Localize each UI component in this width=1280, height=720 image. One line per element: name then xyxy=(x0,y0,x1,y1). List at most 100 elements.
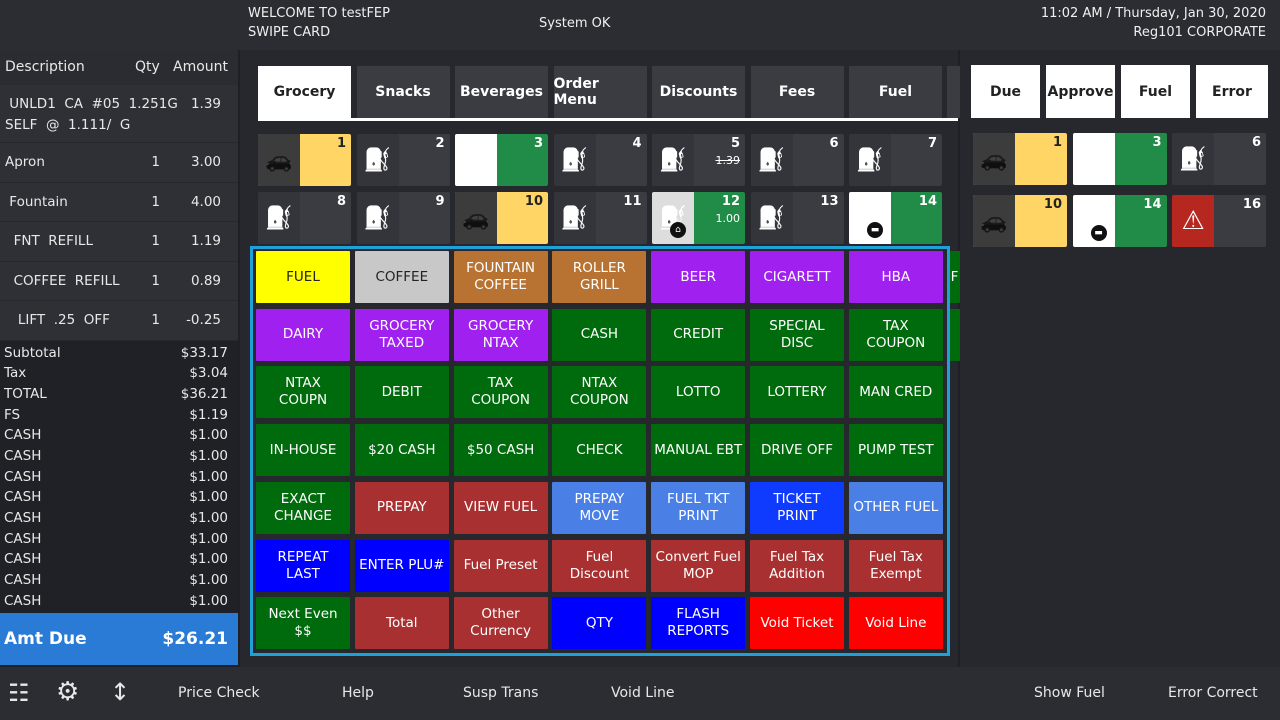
sort-arrows-icon[interactable]: ↕ xyxy=(110,678,131,706)
grid-button-in-house[interactable]: IN-HOUSE xyxy=(256,424,350,477)
grid-button-repeat-last[interactable]: REPEAT LAST xyxy=(256,539,350,592)
grid-button-ticket-print[interactable]: TICKET PRINT xyxy=(750,481,844,534)
pump-11[interactable]: ⛽ 11 xyxy=(553,192,647,244)
bottom-bar: ☷ ⚙ ↕ Price Check Help Susp Trans Void L… xyxy=(0,667,1280,720)
tab-fees[interactable]: Fees xyxy=(750,66,844,118)
receipt-line-item[interactable]: COFFEE REFILL 1 0.89 xyxy=(0,261,238,301)
pump-16[interactable]: ⚠ 16 xyxy=(1172,195,1266,247)
susp-trans-button[interactable]: Susp Trans xyxy=(463,685,539,701)
pump-2[interactable]: ⛽ 2 xyxy=(356,134,450,186)
grid-button-prepay[interactable]: PREPAY xyxy=(354,481,449,534)
pump-4[interactable]: ⛽ 4 xyxy=(553,134,647,186)
receipt-line-item[interactable]: Apron 1 3.00 xyxy=(0,143,238,183)
grid-button-drive-off[interactable]: DRIVE OFF xyxy=(750,424,844,477)
grid-button-void-line[interactable]: Void Line xyxy=(848,597,943,650)
grid-button-convert-fuel-mop[interactable]: Convert Fuel MOP xyxy=(651,539,746,592)
settings-gear-icon[interactable]: ⚙ xyxy=(56,677,80,707)
grid-button-$50-cash[interactable]: $50 CASH xyxy=(453,424,548,477)
grid-button-pump-test[interactable]: PUMP TEST xyxy=(848,424,943,477)
grid-button-flash-reports[interactable]: FLASH REPORTS xyxy=(651,597,746,650)
grid-button-fuel[interactable]: FUEL xyxy=(256,251,350,303)
grid-button-fountain-coffee[interactable]: FOUNTAIN COFFEE xyxy=(453,251,548,303)
grid-button-tax-coupon[interactable]: TAX COUPON xyxy=(848,308,943,361)
tab-discounts[interactable]: Discounts xyxy=(652,66,745,118)
right-tab-due[interactable]: Due xyxy=(971,65,1040,118)
grid-button-roller-grill[interactable]: ROLLER GRILL xyxy=(552,251,647,303)
grid-button-tax-coupon[interactable]: TAX COUPON xyxy=(453,366,548,419)
pump-1[interactable]: 🚗 1 xyxy=(258,134,351,186)
grid-button-$20-cash[interactable]: $20 CASH xyxy=(354,424,449,477)
receipt-line-item[interactable]: Fountain 1 4.00 xyxy=(0,182,238,222)
pump-14[interactable]: 💧 ▬ 14 xyxy=(849,192,942,244)
pump-7[interactable]: ⛽ 7 xyxy=(849,134,942,186)
grid-button-enter-plu#[interactable]: ENTER PLU# xyxy=(354,539,449,592)
price-check-button[interactable]: Price Check xyxy=(178,685,260,701)
grid-button-grocery-ntax[interactable]: GROCERY NTAX xyxy=(453,308,548,361)
grid-button-grocery-taxed[interactable]: GROCERY TAXED xyxy=(354,308,449,361)
grid-button-credit[interactable]: CREDIT xyxy=(651,308,746,361)
grid-button-total[interactable]: Total xyxy=(354,597,449,650)
tab-grocery[interactable]: Grocery xyxy=(258,66,351,118)
grid-button-cigarett[interactable]: CIGARETT xyxy=(750,251,844,303)
grid-button-qty[interactable]: QTY xyxy=(552,597,647,650)
right-tab-approve[interactable]: Approve xyxy=(1046,65,1115,118)
right-tab-error[interactable]: Error xyxy=(1196,65,1268,118)
grid-button-special-disc[interactable]: SPECIAL DISC xyxy=(750,308,844,361)
grid-button-lottery[interactable]: LOTTERY xyxy=(750,366,844,419)
grid-button-fuel-discount[interactable]: Fuel Discount xyxy=(552,539,647,592)
pump-13[interactable]: ⛽ 13 xyxy=(750,192,844,244)
pump-3[interactable]: 💧 3 xyxy=(1072,133,1167,185)
pump-1[interactable]: 🚗 1 xyxy=(973,133,1067,185)
right-tab-fuel[interactable]: Fuel xyxy=(1121,65,1190,118)
grid-button-f[interactable]: F xyxy=(947,251,960,303)
receipt-line-item[interactable]: LIFT .25 OFF 1 -0.25 xyxy=(0,301,238,341)
grid-button-fuel-preset[interactable]: Fuel Preset xyxy=(453,539,548,592)
tab-order-menu[interactable]: Order Menu xyxy=(553,66,647,118)
pump-10[interactable]: 🚗 10 xyxy=(455,192,548,244)
pump-8[interactable]: ⛽ 8 xyxy=(258,192,351,244)
grid-button-ntax-coupon[interactable]: NTAX COUPON xyxy=(552,366,647,419)
tab-snacks[interactable]: Snacks xyxy=(356,66,450,118)
show-fuel-button[interactable]: Show Fuel xyxy=(1034,685,1105,701)
fuel-pump-icon: ⛽ xyxy=(1172,133,1214,185)
tab-fuel[interactable]: Fuel xyxy=(849,66,942,118)
grid-button-lotto[interactable]: LOTTO xyxy=(651,366,746,419)
grid-button-exact-change[interactable]: EXACT CHANGE xyxy=(256,481,350,534)
grid-button-cash[interactable]: CASH xyxy=(552,308,647,361)
void-line-button[interactable]: Void Line xyxy=(611,685,675,701)
tab-beverages[interactable]: Beverages xyxy=(455,66,548,118)
grid-button-ntax-coupn[interactable]: NTAX COUPN xyxy=(256,366,350,419)
grid-menu-icon[interactable]: ☷ xyxy=(8,679,30,707)
receipt-line-item[interactable]: FNT REFILL 1 1.19 xyxy=(0,222,238,262)
grid-button-dairy[interactable]: DAIRY xyxy=(256,308,350,361)
grid-button-fuel-tax-addition[interactable]: Fuel Tax Addition xyxy=(750,539,844,592)
pump-6[interactable]: ⛽ 6 xyxy=(750,134,844,186)
grid-button-fuel-tax-exempt[interactable]: Fuel Tax Exempt xyxy=(848,539,943,592)
grid-button-prepay-move[interactable]: PREPAY MOVE xyxy=(552,481,647,534)
grid-button-void-ticket[interactable]: Void Ticket xyxy=(750,597,844,650)
error-correct-button[interactable]: Error Correct xyxy=(1168,685,1258,701)
receipt-line-item[interactable]: UNLD1 CA #05 1.251G SELF @ 1.111/ G 1.39 xyxy=(0,85,238,143)
grid-button-man-cred[interactable]: MAN CRED xyxy=(848,366,943,419)
grid-button-other-currency[interactable]: Other Currency xyxy=(453,597,548,650)
grid-button-hba[interactable]: HBA xyxy=(848,251,943,303)
pump-10[interactable]: 🚗 10 xyxy=(973,195,1067,247)
grid-button-check[interactable]: CHECK xyxy=(552,424,647,477)
pump-6[interactable]: ⛽ 6 xyxy=(1172,133,1266,185)
grid-button-next-even-$$[interactable]: Next Even $$ xyxy=(256,597,350,650)
grid-button-blank[interactable] xyxy=(947,308,960,361)
pump-9[interactable]: ⛽ 9 xyxy=(356,192,450,244)
grid-button-debit[interactable]: DEBIT xyxy=(354,366,449,419)
grid-button-fuel-tkt-print[interactable]: FUEL TKT PRINT xyxy=(651,481,746,534)
grid-button-manual-ebt[interactable]: MANUAL EBT xyxy=(651,424,746,477)
help-button[interactable]: Help xyxy=(342,685,374,701)
pump-3[interactable]: 💧 3 xyxy=(455,134,548,186)
grid-button-beer[interactable]: BEER xyxy=(651,251,746,303)
pump-5[interactable]: ⛽ 5 1.39 xyxy=(652,134,745,186)
grid-button-other-fuel[interactable]: OTHER FUEL xyxy=(848,481,943,534)
grid-button-view-fuel[interactable]: VIEW FUEL xyxy=(453,481,548,534)
amt-due-label: Amt Due xyxy=(4,629,87,649)
pump-14[interactable]: 💧 ▬ 14 xyxy=(1072,195,1167,247)
grid-button-coffee[interactable]: COFFEE xyxy=(354,251,449,303)
pump-12[interactable]: ⛽ ⌂ 12 1.00 xyxy=(652,192,745,244)
